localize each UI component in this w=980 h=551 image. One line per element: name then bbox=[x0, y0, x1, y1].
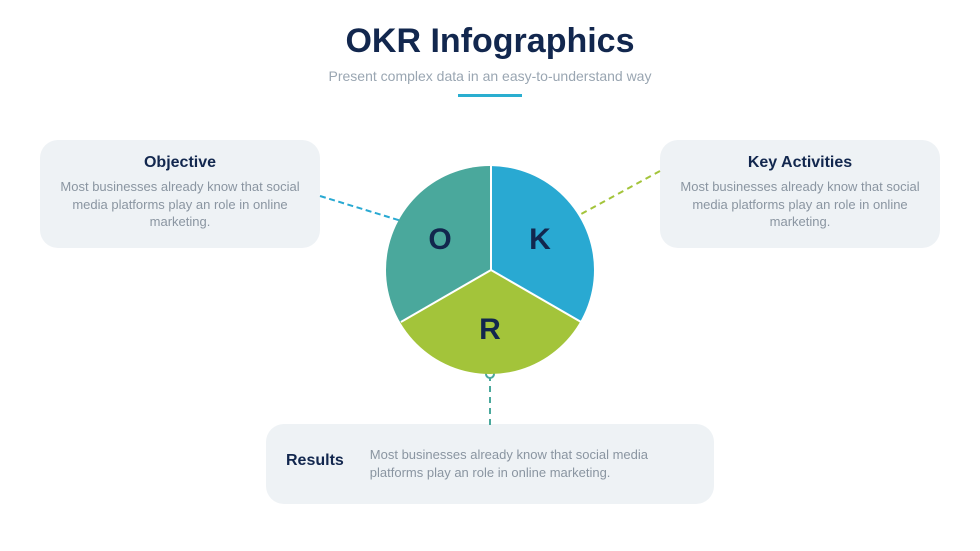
pie-divider bbox=[490, 166, 492, 270]
page-subtitle: Present complex data in an easy-to-under… bbox=[0, 68, 980, 84]
connector-results bbox=[489, 375, 491, 425]
pie-letter-o: O bbox=[428, 223, 451, 257]
title-underline bbox=[458, 94, 522, 97]
pie-divider bbox=[491, 269, 582, 323]
card-key-activities-heading: Key Activities bbox=[680, 154, 920, 172]
infographic-stage: OKR Infographics Present complex data in… bbox=[0, 0, 980, 551]
card-key-activities-body: Most businesses already know that social… bbox=[680, 178, 920, 231]
card-results-heading: Results bbox=[286, 452, 344, 470]
card-key-activities: Key Activities Most businesses already k… bbox=[660, 140, 940, 248]
card-objective-body: Most businesses already know that social… bbox=[60, 178, 300, 231]
page-title: OKR Infographics bbox=[0, 22, 980, 61]
card-results: Results Most businesses already know tha… bbox=[266, 424, 714, 504]
pie-divider bbox=[400, 269, 491, 323]
card-results-body: Most businesses already know that social… bbox=[370, 446, 694, 481]
connector-key-activities bbox=[572, 170, 661, 220]
pie-letter-r: R bbox=[479, 313, 501, 347]
connector-objective bbox=[320, 195, 409, 224]
card-objective-heading: Objective bbox=[60, 154, 300, 172]
pie-letter-k: K bbox=[529, 223, 551, 257]
card-objective: Objective Most businesses already know t… bbox=[40, 140, 320, 248]
